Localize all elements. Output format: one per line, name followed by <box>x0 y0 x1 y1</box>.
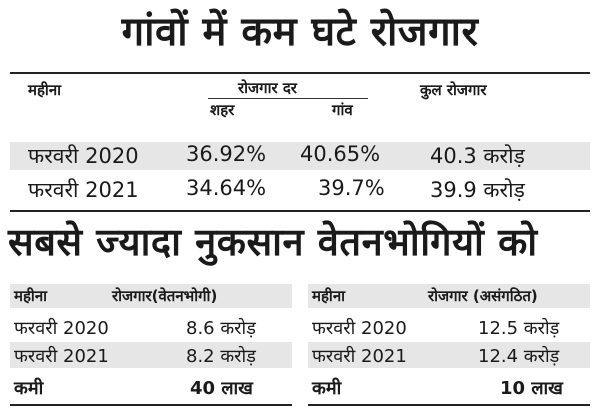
top-table-bottom-rule <box>10 210 590 212</box>
left-row-month: फरवरी 2020 <box>14 318 109 339</box>
right-row-band <box>308 342 590 368</box>
top-table-rule <box>10 72 590 74</box>
left-row-month: फरवरी 2021 <box>14 346 109 367</box>
top-row-month: फरवरी 2020 <box>28 144 139 168</box>
employment-rate-header: रोजगार दर <box>238 79 297 97</box>
top-row-city: 34.64% <box>186 176 267 200</box>
left-total-value: 40 लाख <box>190 378 253 399</box>
total-employment-header: कुल रोजगार <box>420 81 487 99</box>
left-row-value: 8.6 करोड़ <box>186 318 256 339</box>
top-row-city: 36.92% <box>186 142 267 166</box>
right-row-value: 12.5 करोड़ <box>478 318 560 339</box>
right-month-header: महीना <box>312 287 346 305</box>
left-row-value: 8.2 करोड़ <box>186 346 256 367</box>
right-row-month: फरवरी 2020 <box>312 318 407 339</box>
left-value-header: रोजगार(वेतनभोगी) <box>112 287 218 305</box>
left-total-label: कमी <box>14 378 44 399</box>
right-value-header: रोजगार (असंगठित) <box>428 287 538 305</box>
left-bottom-rule <box>10 404 292 406</box>
top-row-month: फरवरी 2021 <box>28 178 139 202</box>
right-total-label: कमी <box>312 378 342 399</box>
right-header-band <box>308 284 590 308</box>
left-month-header: महीना <box>14 287 48 305</box>
right-row-value: 12.4 करोड़ <box>478 346 560 367</box>
salaried-loss-title: सबसे ज्यादा नुकसान वेतनभोगियों को <box>8 220 538 264</box>
top-row-band <box>10 142 590 170</box>
village-header: गांव <box>332 101 353 119</box>
rural-employment-title: गांवों में कम घटे रोजगार <box>121 9 479 55</box>
right-total-value: 10 लाख <box>500 378 563 399</box>
right-row-month: फरवरी 2021 <box>312 346 407 367</box>
left-header-band <box>10 284 292 308</box>
top-row-village: 39.7% <box>318 176 385 200</box>
top-row-total: 39.9 करोड़ <box>430 178 525 202</box>
top-month-header: महीना <box>28 81 62 99</box>
top-row-village: 40.65% <box>300 142 381 166</box>
right-bottom-rule <box>308 404 590 406</box>
city-header: शहर <box>210 101 235 119</box>
top-row-total: 40.3 करोड़ <box>430 144 525 168</box>
rate-header-underline <box>208 98 368 99</box>
left-row-band <box>10 342 292 368</box>
